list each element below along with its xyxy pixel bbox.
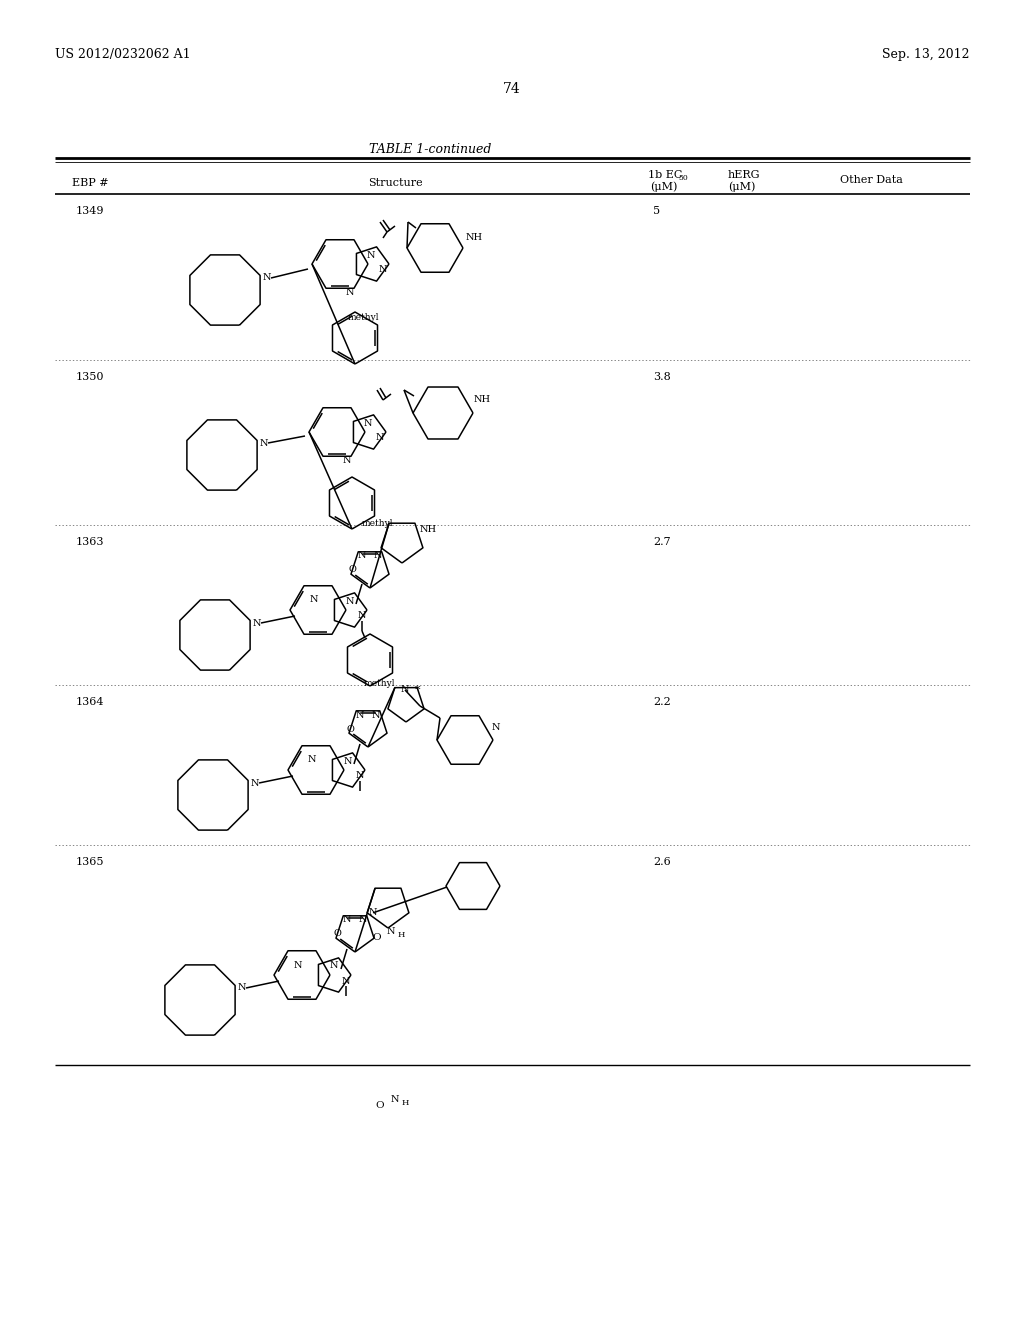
Text: 1364: 1364 bbox=[76, 697, 104, 708]
Text: N: N bbox=[357, 611, 367, 620]
Text: N: N bbox=[358, 916, 368, 924]
Text: Other Data: Other Data bbox=[840, 176, 903, 185]
Text: N: N bbox=[391, 1096, 399, 1105]
Text: N: N bbox=[238, 983, 246, 993]
Text: methyl: methyl bbox=[362, 519, 393, 528]
Text: Sep. 13, 2012: Sep. 13, 2012 bbox=[883, 48, 970, 61]
Text: N: N bbox=[379, 265, 387, 275]
Text: N: N bbox=[263, 273, 271, 282]
Text: 1b EC: 1b EC bbox=[648, 170, 682, 180]
Text: 1363: 1363 bbox=[76, 537, 104, 546]
Text: N: N bbox=[387, 928, 395, 936]
Text: 1365: 1365 bbox=[76, 857, 104, 867]
Text: EBP #: EBP # bbox=[72, 178, 109, 187]
Text: N: N bbox=[294, 961, 302, 969]
Text: N: N bbox=[344, 756, 352, 766]
Text: hERG: hERG bbox=[728, 170, 761, 180]
Text: O: O bbox=[346, 725, 354, 734]
Text: 74: 74 bbox=[503, 82, 521, 96]
Text: 2.6: 2.6 bbox=[653, 857, 671, 867]
Text: 3.8: 3.8 bbox=[653, 372, 671, 381]
Text: N: N bbox=[253, 619, 261, 627]
Text: NH: NH bbox=[466, 232, 483, 242]
Text: 5: 5 bbox=[653, 206, 660, 216]
Text: TABLE 1-continued: TABLE 1-continued bbox=[369, 143, 492, 156]
Text: N: N bbox=[342, 977, 350, 986]
Text: N: N bbox=[308, 755, 316, 764]
Text: N: N bbox=[309, 595, 318, 605]
Text: N: N bbox=[367, 251, 375, 260]
Text: N: N bbox=[374, 552, 382, 561]
Text: O: O bbox=[373, 932, 381, 941]
Text: H: H bbox=[398, 931, 406, 939]
Text: methyl: methyl bbox=[364, 678, 395, 688]
Text: 1350: 1350 bbox=[76, 372, 104, 381]
Text: Structure: Structure bbox=[368, 178, 422, 187]
Text: 2.7: 2.7 bbox=[653, 537, 671, 546]
Text: H: H bbox=[402, 1100, 410, 1107]
Text: O: O bbox=[348, 565, 356, 574]
Text: N: N bbox=[346, 288, 354, 297]
Text: N: N bbox=[260, 438, 268, 447]
Text: N: N bbox=[330, 961, 338, 970]
Text: 1349: 1349 bbox=[76, 206, 104, 216]
Text: N: N bbox=[343, 916, 351, 924]
Text: N: N bbox=[357, 552, 367, 561]
Text: (μM): (μM) bbox=[650, 181, 677, 191]
Text: O: O bbox=[333, 929, 341, 939]
Text: N: N bbox=[369, 908, 378, 917]
Text: (μM): (μM) bbox=[728, 181, 756, 191]
Text: US 2012/0232062 A1: US 2012/0232062 A1 bbox=[55, 48, 190, 61]
Text: NH: NH bbox=[474, 396, 492, 404]
Text: N: N bbox=[346, 597, 354, 606]
Text: 50: 50 bbox=[678, 174, 688, 182]
Text: NH: NH bbox=[420, 525, 437, 535]
Text: *: * bbox=[415, 685, 421, 696]
Text: N: N bbox=[492, 723, 501, 733]
Text: N: N bbox=[343, 455, 351, 465]
Text: methyl: methyl bbox=[348, 314, 380, 322]
Text: 2.2: 2.2 bbox=[653, 697, 671, 708]
Text: O: O bbox=[376, 1101, 384, 1110]
Text: N: N bbox=[372, 710, 380, 719]
Text: N: N bbox=[251, 779, 259, 788]
Text: N: N bbox=[364, 418, 373, 428]
Text: N: N bbox=[355, 710, 365, 719]
Text: N: N bbox=[376, 433, 384, 442]
Text: N: N bbox=[400, 685, 410, 694]
Text: N: N bbox=[355, 771, 365, 780]
